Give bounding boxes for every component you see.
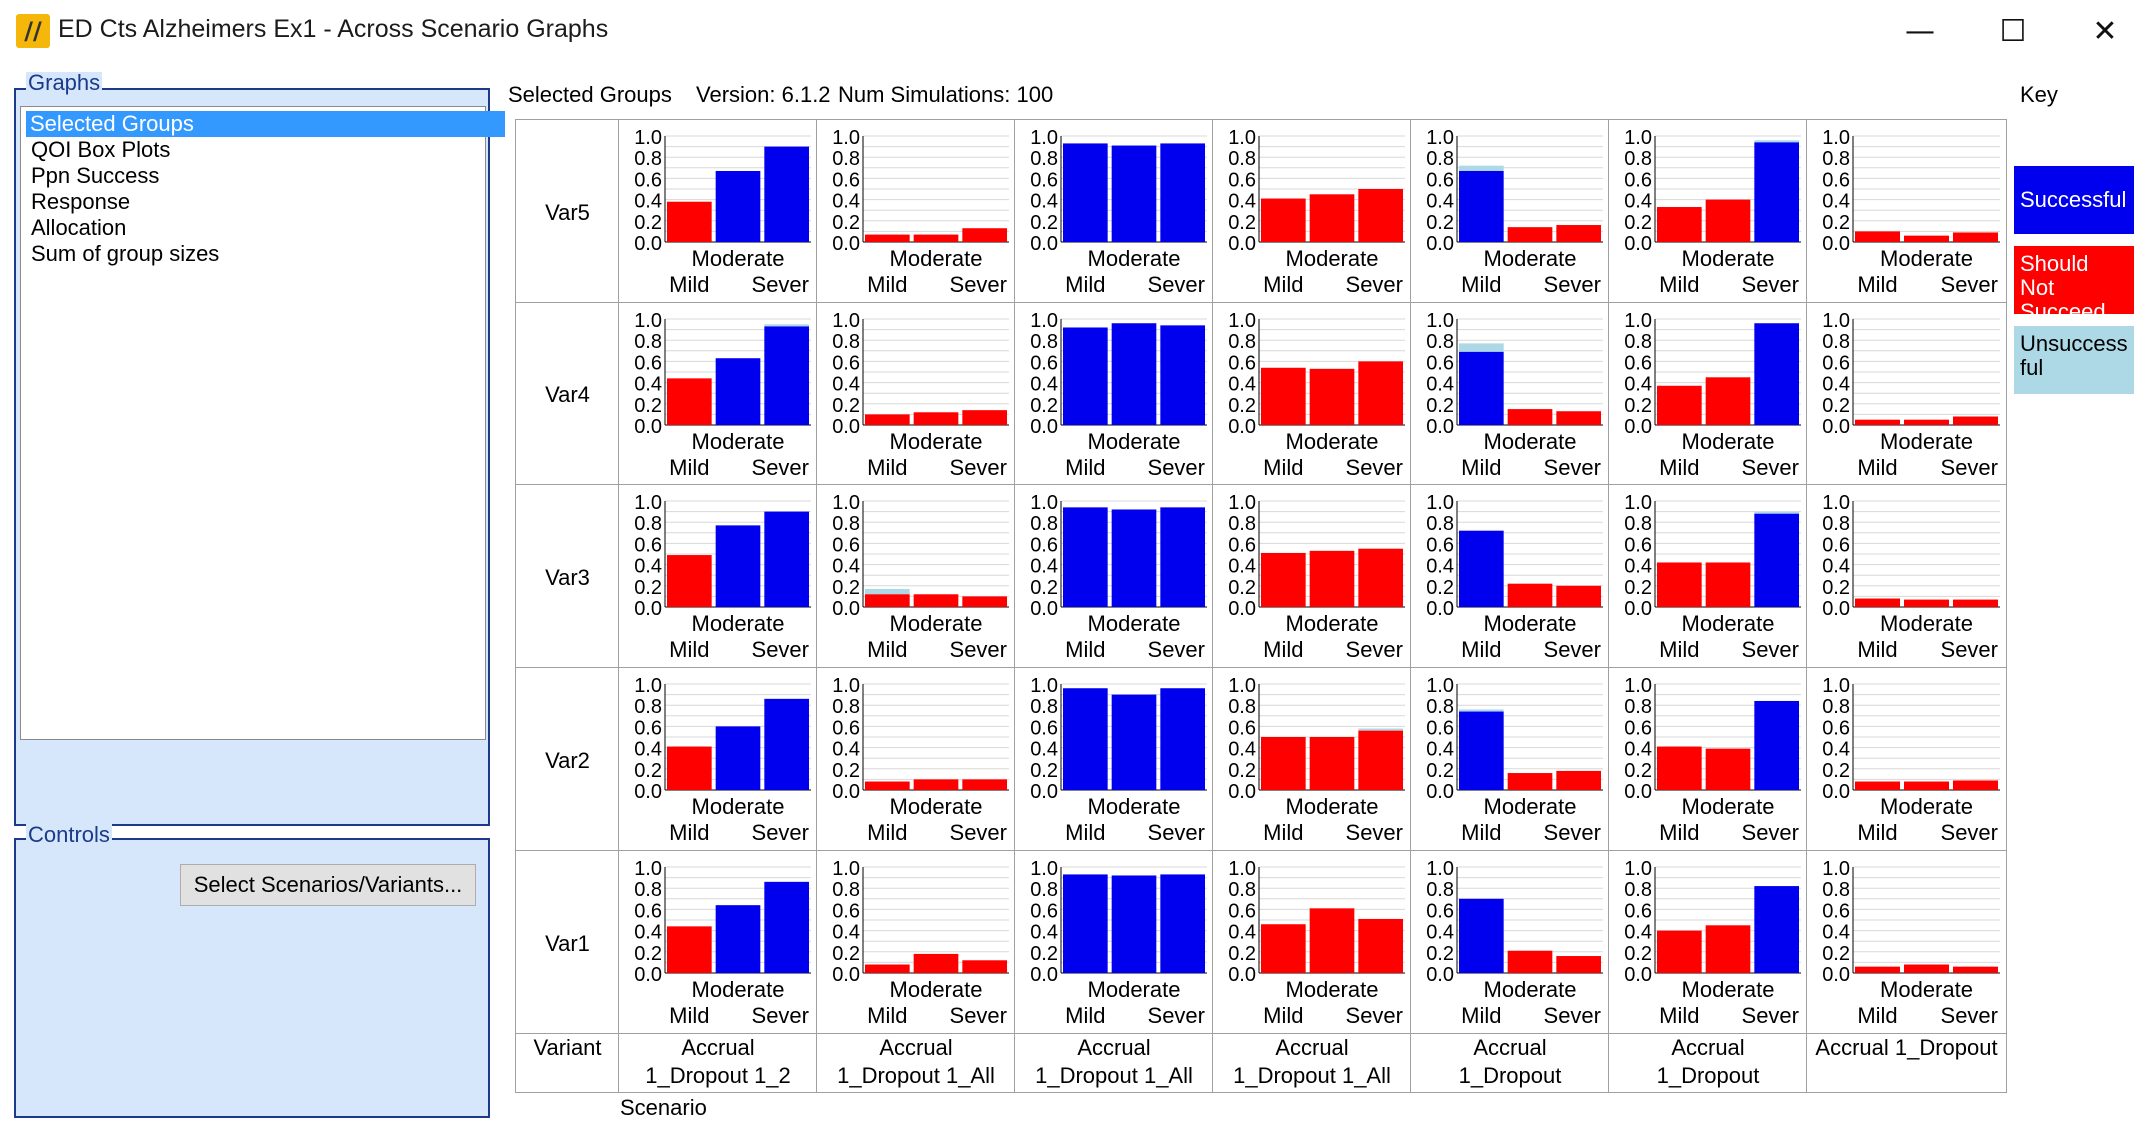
maximize-button[interactable]: ☐ (1999, 13, 2027, 49)
scenario-axis-label: Scenario (620, 1095, 707, 1120)
key-unsuccessful-label: Unsuccess ful (2020, 331, 2128, 380)
version-label: Version: 6.1.2 (696, 82, 831, 107)
key-successful: Successful (2014, 166, 2134, 234)
graph-list-item[interactable]: Ppn Success (31, 163, 160, 188)
minimize-button[interactable]: — (1905, 13, 1935, 49)
key-should-not-succeed-label: Should Not Succeed (2020, 251, 2106, 324)
graph-list-item[interactable]: Selected Groups (26, 111, 505, 137)
select-scenarios-button[interactable]: Select Scenarios/Variants... (180, 864, 476, 906)
key-label: Key (2020, 82, 2058, 107)
app-icon: // (16, 14, 50, 48)
graph-name-label: Selected Groups (508, 82, 672, 107)
graphs-group-legend: Graphs (26, 70, 103, 95)
graph-list-item[interactable]: Allocation (31, 215, 127, 240)
graph-list-item[interactable]: Sum of group sizes (31, 241, 220, 266)
graph-list-item[interactable]: Response (31, 189, 131, 214)
window-title: ED Cts Alzheimers Ex1 - Across Scenario … (58, 15, 609, 43)
close-button[interactable]: ✕ (2092, 13, 2118, 49)
graphs-listbox[interactable]: Selected Groups QOI Box Plots Ppn Success R… (20, 106, 505, 740)
key-should-not-succeed: Should Not Succeed (2014, 246, 2134, 324)
title-bar: // ED Cts Alzheimers Ex1 - Across Scenar… (0, 0, 2154, 66)
controls-group-legend: Controls (26, 822, 112, 847)
graph-list-item[interactable]: QOI Box Plots (31, 137, 171, 162)
key-successful-label: Successful (2020, 187, 2127, 212)
scenario-graph-grid (515, 119, 2007, 1093)
key-unsuccessful: Unsuccess ful (2014, 326, 2134, 394)
num-simulations-label: Num Simulations: 100 (838, 82, 1054, 107)
